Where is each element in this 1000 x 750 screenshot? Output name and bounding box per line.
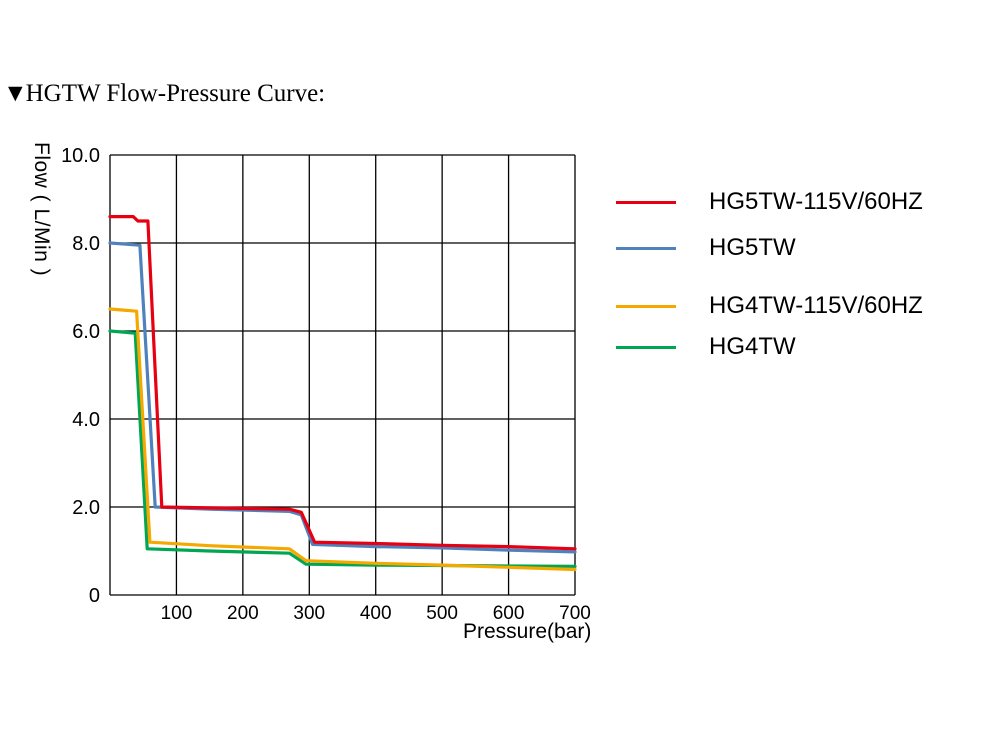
y-tick-label: 2.0 (72, 497, 100, 519)
legend-line-swatch (616, 345, 676, 349)
legend-item-hg4tw-115v-60hz: HG4TW-115V/60HZ (616, 289, 923, 323)
legend-item-hg5tw: HG5TW (616, 231, 923, 265)
x-tick-label: 500 (426, 603, 458, 624)
legend-item-hg4tw: HG4TW (616, 330, 923, 364)
x-axis-label: Pressure(bar) (463, 620, 592, 643)
x-tick-label: 600 (493, 603, 525, 624)
x-tick-label: 400 (360, 603, 392, 624)
x-tick-label: 700 (559, 603, 591, 624)
y-tick-label: 0 (89, 585, 100, 607)
chart-title: ▼ HGTW Flow-Pressure Curve: (8, 80, 325, 108)
y-tick-label: 4.0 (72, 409, 100, 431)
triangle-marker-icon: ▼ (8, 82, 23, 104)
x-tick-label: 200 (227, 603, 259, 624)
series-line-hg4tw-115v-60hz (108, 307, 577, 572)
legend-item-hg5tw-115v-60hz: HG5TW-115V/60HZ (616, 185, 923, 219)
legend-line-swatch (616, 200, 676, 204)
chart-legend: HG5TW-115V/60HZ HG5TW HG4TW-115V/60HZ HG4TW (616, 185, 923, 364)
series-line-hg5tw (108, 241, 577, 554)
series-line-hg4tw (108, 329, 577, 569)
y-tick-label: 8.0 (72, 233, 100, 255)
y-tick-label: 6.0 (72, 321, 100, 343)
legend-label: HG4TW-115V/60HZ (709, 292, 923, 319)
legend-label: HG4TW (709, 333, 796, 360)
x-tick-label: 100 (161, 603, 193, 624)
legend-line-swatch (616, 246, 676, 250)
legend-line-swatch (616, 304, 676, 308)
series-line-hg5tw-115v-60hz (108, 215, 577, 551)
legend-label: HG5TW (709, 234, 796, 261)
legend-label: HG5TW-115V/60HZ (709, 188, 923, 215)
chart-title-text: HGTW Flow-Pressure Curve: (25, 80, 326, 107)
y-tick-label: 10.0 (61, 145, 100, 167)
x-tick-label: 300 (293, 603, 325, 624)
